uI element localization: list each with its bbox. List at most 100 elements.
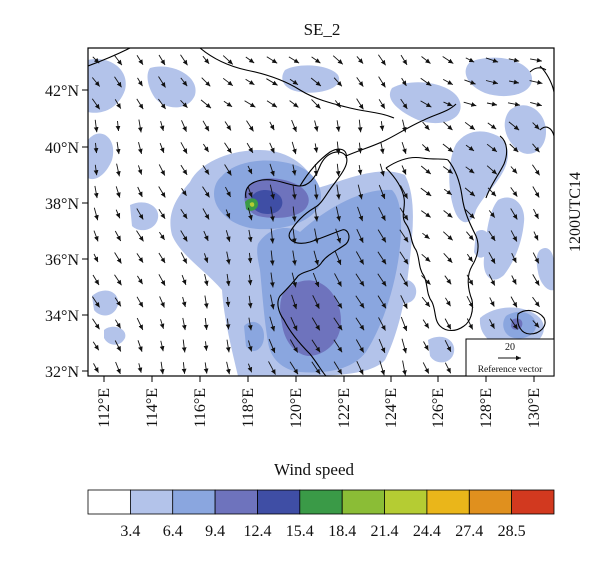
wind-vector-arrow	[444, 318, 452, 330]
wind-vector-arrow	[222, 55, 234, 65]
wind-vector-arrow	[399, 251, 409, 265]
wind-vector-arrow	[225, 318, 231, 330]
wind-vector-arrow	[335, 120, 341, 132]
wind-vector-arrow	[532, 143, 540, 153]
wind-vector-arrow	[291, 272, 297, 288]
wind-vector-arrow	[247, 186, 253, 198]
wind-vector-arrow	[355, 339, 365, 353]
wind-vector-arrow	[466, 253, 474, 263]
wind-vector-arrow	[136, 230, 144, 242]
wind-vector-arrow	[378, 184, 386, 200]
wind-vector-arrow	[333, 317, 343, 331]
map-title: SE_2	[304, 20, 341, 39]
coastlines	[88, 48, 554, 376]
wind-vector-arrow	[180, 99, 188, 109]
wind-vector-arrow	[291, 141, 297, 155]
wind-vector-arrow	[314, 228, 319, 244]
wind-vector-arrow	[442, 79, 454, 85]
wind-vector-arrow	[508, 57, 520, 63]
wind-vector-arrow	[136, 98, 144, 110]
wind-vector-arrow	[245, 78, 255, 86]
wind-vector-arrow	[247, 274, 253, 286]
wind-vector-arrow	[532, 164, 540, 176]
wind-vector-arrow	[225, 361, 231, 375]
latitude-axis: 42°N 40°N 38°N 36°N 34°N 32°N	[45, 83, 88, 381]
wind-vector-arrow	[269, 316, 276, 332]
wind-vector-arrow	[115, 141, 121, 155]
wind-vector-arrow	[159, 142, 165, 154]
colorbar-level-label: 21.4	[371, 523, 399, 540]
wind-vector-arrow	[402, 360, 407, 376]
wind-vector-arrow	[181, 120, 187, 132]
wind-vector-arrow	[266, 100, 278, 108]
wind-vector-arrow	[442, 166, 454, 174]
lon-label-112: 112°E	[96, 388, 113, 428]
wind-vector-arrow	[247, 317, 253, 331]
wind-vector-arrow	[378, 99, 386, 109]
wind-vector-arrow	[332, 55, 344, 65]
wind-vector-arrow	[92, 296, 100, 308]
wind-vector-arrow	[225, 339, 231, 353]
reference-vector-box: 20 Reference vector	[465, 338, 555, 377]
wind-vector-arrow	[422, 362, 430, 374]
wind-vector-arrow	[333, 339, 343, 353]
wind-vector-arrow	[291, 184, 297, 200]
china-inner-border	[88, 48, 395, 119]
lon-label-122: 122°E	[336, 388, 353, 428]
lon-label-128: 128°E	[478, 388, 495, 428]
korea-west-coast	[385, 167, 465, 332]
wind-vector-arrow	[401, 165, 407, 175]
wind-vectors	[91, 54, 543, 376]
wind-vector-arrow	[357, 165, 363, 175]
shading-lime	[249, 202, 255, 207]
wind-vector-arrow	[115, 163, 121, 177]
wind-vector-arrow	[400, 295, 408, 309]
wind-vector-arrow	[289, 361, 299, 375]
wind-vector-arrow	[379, 360, 386, 376]
wind-vector-arrow	[246, 142, 254, 154]
wind-vector-arrow	[247, 295, 253, 309]
wind-vector-arrow	[508, 121, 520, 131]
wind-vector-arrow	[312, 295, 320, 309]
wind-vector-arrow	[136, 208, 144, 220]
wind-vector-arrow	[442, 56, 454, 64]
wind-vector-arrow	[421, 275, 431, 285]
wind-vector-arrow	[247, 363, 253, 373]
wind-vector-arrow	[202, 55, 210, 65]
wind-vector-arrow	[532, 186, 540, 198]
wind-vector-arrow	[246, 120, 254, 132]
wind-vector-arrow	[511, 275, 517, 285]
wind-vector-arrow	[465, 166, 475, 174]
wind-vector-arrow	[247, 229, 253, 243]
wind-vector-arrow	[269, 250, 275, 266]
wind-vector-arrow	[247, 165, 253, 175]
lat-label-34: 34°N	[45, 308, 79, 325]
wind-vector-arrow	[225, 230, 231, 242]
wind-vector-arrow	[202, 165, 210, 175]
wind-vector-arrow	[488, 210, 496, 218]
colorbar-swatch	[511, 489, 555, 515]
wind-vector-arrow	[158, 98, 166, 110]
wind-vector-arrow	[159, 231, 165, 241]
wind-vector-arrow	[485, 79, 499, 85]
wind-vector-arrow	[247, 207, 253, 221]
wind-vector-arrow	[224, 164, 232, 176]
wind-vector-arrow	[247, 252, 253, 264]
wind-vector-arrow	[270, 294, 275, 310]
wind-vector-arrow	[269, 228, 275, 244]
wind-vector-arrow	[377, 295, 387, 309]
colorbar-level-label: 24.4	[413, 523, 441, 540]
wind-vector-arrow	[313, 206, 319, 222]
wind-vector-arrow	[223, 100, 233, 108]
wind-vector-arrow	[357, 142, 363, 154]
lat-label-42: 42°N	[45, 83, 79, 100]
wind-speed-shading	[88, 57, 554, 376]
wind-vector-arrow	[268, 361, 276, 375]
wind-vector-arrow	[158, 186, 166, 198]
wind-vector-arrow	[313, 164, 319, 176]
wind-vector-arrow	[487, 187, 497, 197]
wind-vector-arrow	[93, 164, 99, 176]
colorbar-swatch	[87, 489, 131, 515]
wind-vector-arrow	[377, 251, 387, 265]
